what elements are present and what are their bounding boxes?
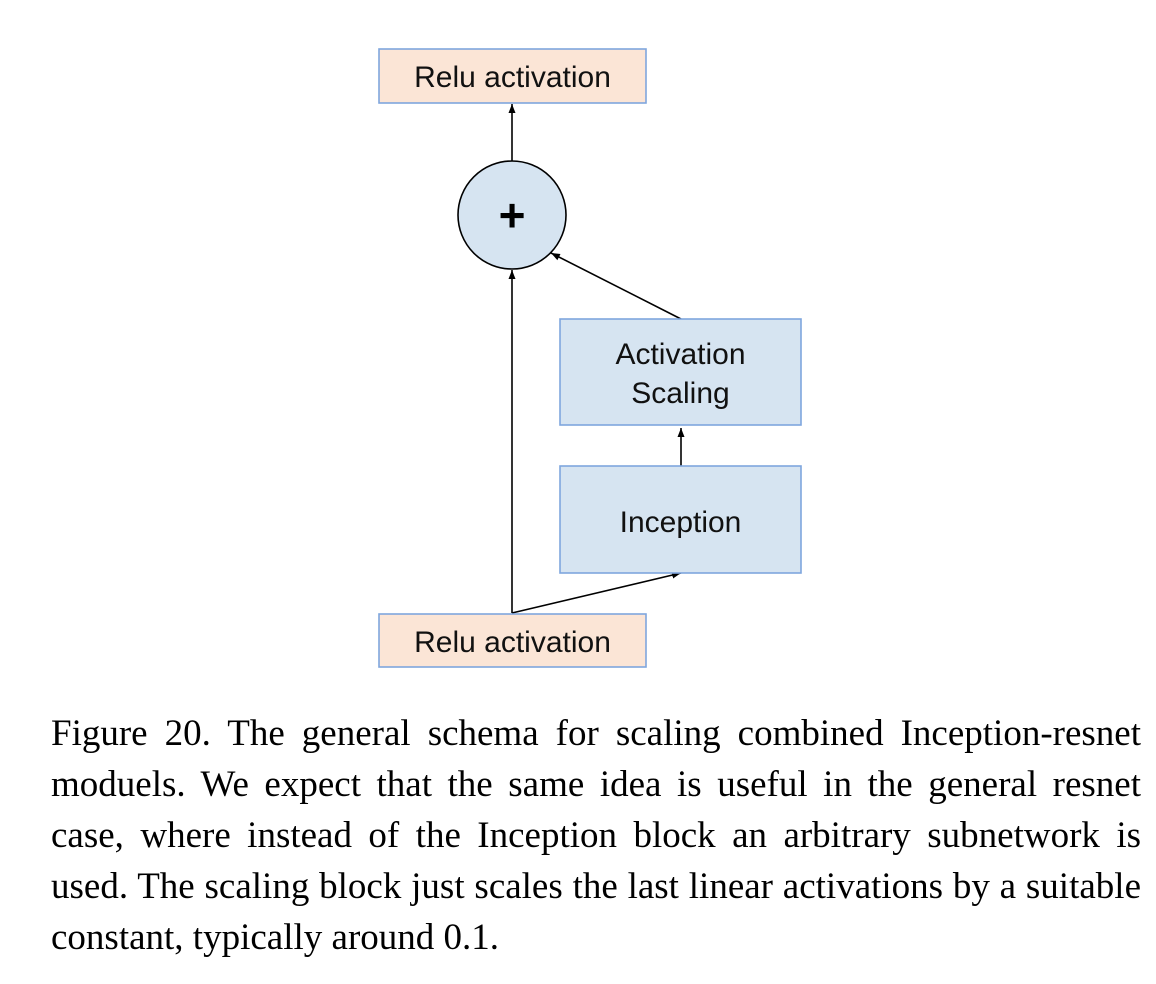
bottom-relu-activation-box: Relu activation xyxy=(378,613,647,668)
bottom-relu-label: Relu activation xyxy=(414,626,611,659)
connectors xyxy=(508,104,685,614)
activation-scaling-line1: Activation xyxy=(615,338,745,371)
arrow-scaling-to-sum xyxy=(550,252,682,320)
activation-scaling-line2: Scaling xyxy=(631,377,729,410)
arrow-bottom-relu-to-inception xyxy=(511,571,682,614)
top-relu-activation-box: Relu activation xyxy=(378,48,647,104)
plus-icon: + xyxy=(499,189,526,241)
sum-node: + xyxy=(457,160,567,270)
inception-resnet-scaling-diagram: Relu activation + Activation Scaling Inc… xyxy=(378,48,802,668)
activation-scaling-box: Activation Scaling xyxy=(559,318,802,426)
top-relu-label: Relu activation xyxy=(414,61,611,94)
figure-caption: Figure 20. The general schema for scalin… xyxy=(51,713,1141,958)
inception-label: Inception xyxy=(620,506,742,539)
inception-box: Inception xyxy=(559,465,802,574)
